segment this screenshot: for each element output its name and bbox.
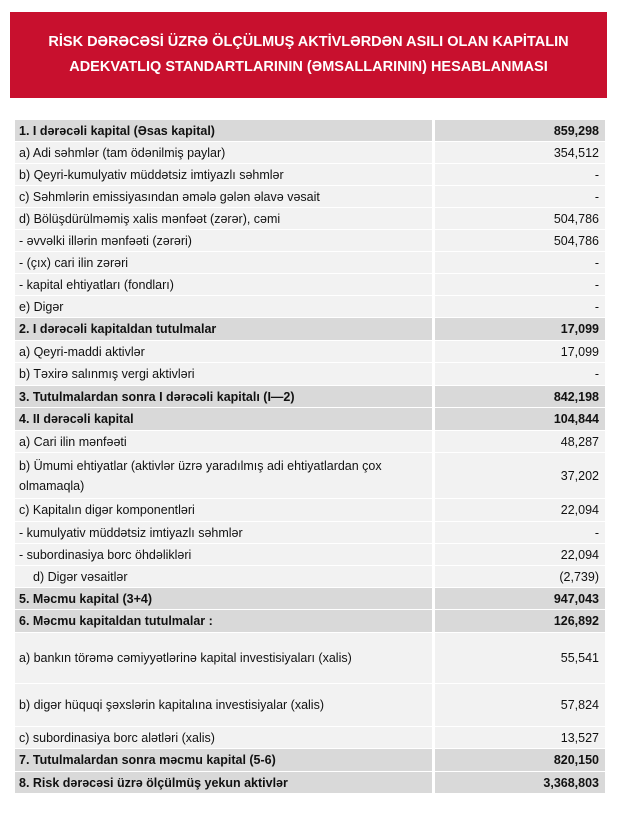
row-value: 504,786 xyxy=(435,230,605,251)
row-value: 842,198 xyxy=(435,386,605,407)
row-value: 947,043 xyxy=(435,588,605,609)
row-value: 126,892 xyxy=(435,610,605,632)
row-label: a) Adi səhmlər (tam ödənilmiş paylar) xyxy=(15,142,432,163)
row-label: 7. Tutulmalardan sonra məcmu kapital (5-… xyxy=(15,749,432,771)
row-value: 17,099 xyxy=(435,341,605,362)
row-label: 4. II dərəcəli kapital xyxy=(15,408,432,430)
row-label: - kapital ehtiyatları (fondları) xyxy=(15,274,432,295)
row-label: c) subordinasiya borc alətləri (xalis) xyxy=(15,727,432,748)
row-label: 2. I dərəcəli kapitaldan tutulmalar xyxy=(15,318,432,340)
row-label: - kumulyativ müddətsiz imtiyazlı səhmlər xyxy=(15,522,432,543)
row-value: 37,202 xyxy=(435,453,605,498)
row-value: 22,094 xyxy=(435,544,605,565)
row-label: c) Kapitalın digər komponentləri xyxy=(15,499,432,521)
row-label: - subordinasiya borc öhdəlikləri xyxy=(15,544,432,565)
row-label: b) digər hüquqi şəxslərin kapitalına inv… xyxy=(15,684,432,726)
row-label: d) Bölüşdürülməmiş xalis mənfəət (zərər)… xyxy=(15,208,432,229)
row-value: - xyxy=(435,164,605,185)
row-value: 820,150 xyxy=(435,749,605,771)
row-label: 3. Tutulmalardan sonra I dərəcəli kapita… xyxy=(15,386,432,407)
row-value: 504,786 xyxy=(435,208,605,229)
row-label: c) Səhmlərin emissiyasından əmələ gələn … xyxy=(15,186,432,207)
row-label: b) Təxirə salınmış vergi aktivləri xyxy=(15,363,432,385)
row-label: a) Cari ilin mənfəəti xyxy=(15,431,432,452)
row-value: 55,541 xyxy=(435,633,605,683)
row-value: 57,824 xyxy=(435,684,605,726)
row-value: (2,739) xyxy=(435,566,605,587)
row-label: b) Qeyri-kumulyativ müddətsiz imtiyazlı … xyxy=(15,164,432,185)
row-value: - xyxy=(435,522,605,543)
row-label: 6. Məcmu kapitaldan tutulmalar : xyxy=(15,610,432,632)
row-value: 13,527 xyxy=(435,727,605,748)
row-label: d) Digər vəsaitlər xyxy=(15,566,432,587)
row-label: 8. Risk dərəcəsi üzrə ölçülmüş yekun akt… xyxy=(15,772,432,793)
row-value: - xyxy=(435,363,605,385)
row-value: - xyxy=(435,186,605,207)
row-label: e) Digər xyxy=(15,296,432,317)
row-label: b) Ümumi ehtiyatlar (aktivlər üzrə yarad… xyxy=(15,453,432,498)
row-label: - əvvəlki illərin mənfəəti (zərəri) xyxy=(15,230,432,251)
row-value: 17,099 xyxy=(435,318,605,340)
row-label: a) Qeyri-maddi aktivlər xyxy=(15,341,432,362)
row-value: 104,844 xyxy=(435,408,605,430)
header-title: RİSK DƏRƏCƏSİ ÜZRƏ ÖLÇÜLMUŞ AKTİVLƏRDƏN … xyxy=(10,12,607,98)
row-label: 1. I dərəcəli kapital (Əsas kapital) xyxy=(15,120,432,141)
row-value: 22,094 xyxy=(435,499,605,521)
row-value: 354,512 xyxy=(435,142,605,163)
row-label: a) bankın törəmə cəmiyyətlərinə kapital … xyxy=(15,633,432,683)
row-value: - xyxy=(435,274,605,295)
row-label: 5. Məcmu kapital (3+4) xyxy=(15,588,432,609)
row-value: 859,298 xyxy=(435,120,605,141)
row-value: - xyxy=(435,252,605,273)
row-value: - xyxy=(435,296,605,317)
row-value: 48,287 xyxy=(435,431,605,452)
row-value: 3,368,803 xyxy=(435,772,605,793)
row-label: - (çıx) cari ilin zərəri xyxy=(15,252,432,273)
